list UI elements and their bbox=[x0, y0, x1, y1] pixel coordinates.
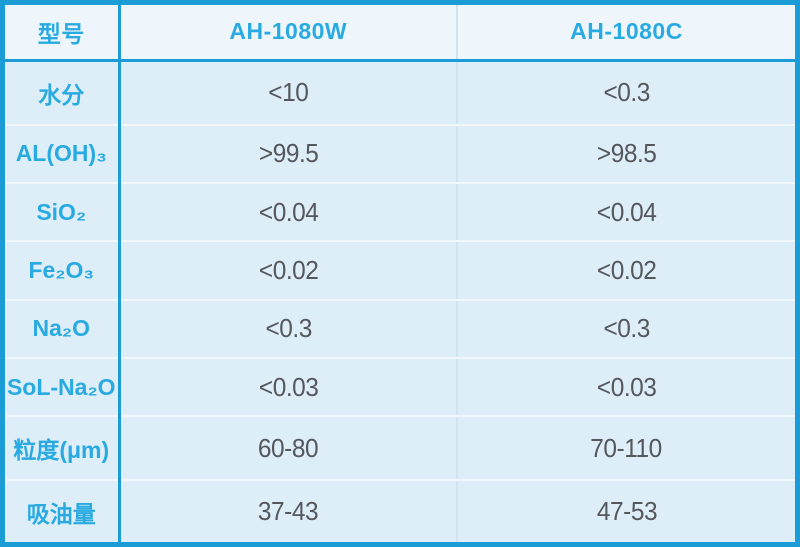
row-label-fe2o3: Fe₂O₃ bbox=[5, 241, 121, 301]
row-label-aloh3: AL(OH)₃ bbox=[5, 124, 121, 184]
table-row: Na₂O <0.3 <0.3 bbox=[5, 299, 795, 359]
cell-value: <0.3 bbox=[119, 299, 458, 359]
row-label-sio2: SiO₂ bbox=[5, 182, 121, 243]
row-label-particle-size: 粒度(μm) bbox=[5, 416, 121, 482]
header-model-label: 型号 bbox=[5, 5, 121, 62]
cell-value: >98.5 bbox=[457, 124, 795, 184]
table-row: AL(OH)₃ >99.5 >98.5 bbox=[5, 124, 795, 184]
cell-value: >99.5 bbox=[119, 124, 458, 184]
table-row: 粒度(μm) 60-80 70-110 bbox=[5, 416, 795, 482]
cell-value: <0.3 bbox=[457, 299, 795, 359]
product-spec-table: 型号 AH-1080W AH-1080C 水分 <10 <0.3 AL(OH)₃… bbox=[5, 5, 795, 542]
row-label-sol-na2o: SoL-Na₂O bbox=[5, 357, 121, 418]
header-col-ah1080c: AH-1080C bbox=[457, 5, 795, 62]
table-row: SiO₂ <0.04 <0.04 bbox=[5, 182, 795, 243]
cell-value: <0.04 bbox=[119, 182, 458, 243]
row-label-moisture: 水分 bbox=[5, 60, 121, 126]
table-body: 水分 <10 <0.3 AL(OH)₃ >99.5 >98.5 SiO₂ <0.… bbox=[5, 60, 795, 542]
cell-value: <0.03 bbox=[119, 357, 458, 418]
row-label-oil-absorption: 吸油量 bbox=[5, 480, 121, 542]
cell-value: <0.02 bbox=[457, 241, 795, 301]
cell-value: 70-110 bbox=[457, 416, 795, 482]
table-header: 型号 AH-1080W AH-1080C bbox=[5, 5, 795, 62]
cell-value: 37-43 bbox=[119, 480, 458, 542]
header-col-ah1080w: AH-1080W bbox=[119, 5, 458, 62]
table-row: Fe₂O₃ <0.02 <0.02 bbox=[5, 241, 795, 301]
cell-value: 47-53 bbox=[457, 480, 795, 542]
cell-value: <10 bbox=[119, 60, 458, 126]
table-row: 吸油量 37-43 47-53 bbox=[5, 480, 795, 542]
table-row: 水分 <10 <0.3 bbox=[5, 60, 795, 126]
cell-value: <0.04 bbox=[457, 182, 795, 243]
table-row: SoL-Na₂O <0.03 <0.03 bbox=[5, 357, 795, 418]
cell-value: <0.02 bbox=[119, 241, 458, 301]
cell-value: <0.3 bbox=[457, 60, 795, 126]
cell-value: 60-80 bbox=[119, 416, 458, 482]
row-label-na2o: Na₂O bbox=[5, 299, 121, 359]
cell-value: <0.03 bbox=[457, 357, 795, 418]
header-row: 型号 AH-1080W AH-1080C bbox=[5, 5, 795, 62]
